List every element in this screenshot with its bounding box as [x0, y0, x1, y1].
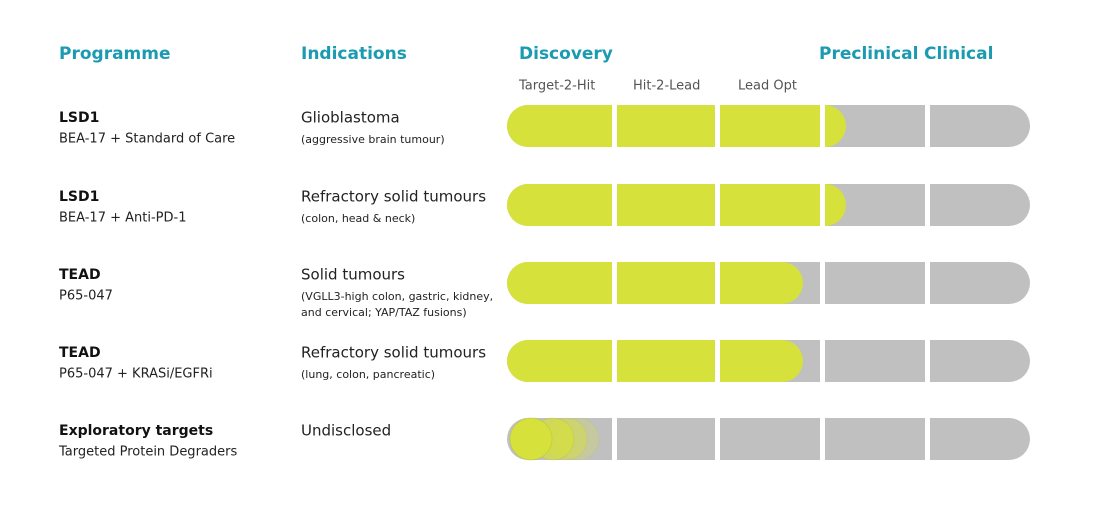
gap [820, 183, 825, 227]
gap [820, 104, 825, 148]
indication: Refractory solid tumours [301, 344, 486, 362]
progress [507, 105, 846, 147]
indication: Glioblastoma [301, 109, 400, 127]
gap [612, 183, 617, 227]
indication-detail: (colon, head & neck) [301, 212, 415, 225]
gap [820, 261, 825, 305]
gap [715, 183, 720, 227]
gap [715, 261, 720, 305]
progress [507, 262, 803, 304]
stage-label: Lead Opt [738, 79, 797, 94]
compound: BEA-17 + Standard of Care [59, 132, 235, 147]
programme: TEAD [59, 345, 101, 361]
compound: P65-047 + KRASi/EGFRi [59, 367, 213, 382]
programme: LSD1 [59, 110, 99, 126]
compound: BEA-17 + Anti-PD-1 [59, 211, 186, 226]
gap [715, 104, 720, 148]
programme: TEAD [59, 267, 101, 283]
gap [925, 339, 930, 383]
progress [507, 184, 846, 226]
gap [612, 339, 617, 383]
indication-detail: (VGLL3-high colon, gastric, kidney, [301, 290, 493, 303]
gap [612, 261, 617, 305]
header: Clinical [924, 44, 993, 64]
gap [925, 417, 930, 461]
indication: Solid tumours [301, 266, 405, 284]
indication: Refractory solid tumours [301, 188, 486, 206]
compound: P65-047 [59, 289, 113, 304]
indication: Undisclosed [301, 422, 391, 440]
indication-detail: (aggressive brain tumour) [301, 133, 445, 146]
stage-label: Hit-2-Lead [633, 79, 700, 94]
indication-detail: (lung, colon, pancreatic) [301, 368, 435, 381]
compound: Targeted Protein Degraders [58, 445, 237, 460]
gap [925, 104, 930, 148]
gap [612, 417, 617, 461]
gap [925, 261, 930, 305]
gap [612, 104, 617, 148]
progress [509, 417, 553, 461]
gap [925, 183, 930, 227]
gap [820, 417, 825, 461]
header: Preclinical [819, 44, 918, 64]
header: Programme [59, 44, 171, 64]
indication-detail: and cervical; YAP/TAZ fusions) [301, 306, 467, 319]
header: Discovery [519, 44, 613, 64]
stage-label: Target-2-Hit [518, 79, 595, 94]
gap [820, 339, 825, 383]
header: Indications [301, 44, 407, 64]
gap [715, 417, 720, 461]
programme: Exploratory targets [59, 423, 213, 439]
gap [715, 339, 720, 383]
progress [507, 340, 803, 382]
track [507, 418, 1030, 460]
programme: LSD1 [59, 189, 99, 205]
